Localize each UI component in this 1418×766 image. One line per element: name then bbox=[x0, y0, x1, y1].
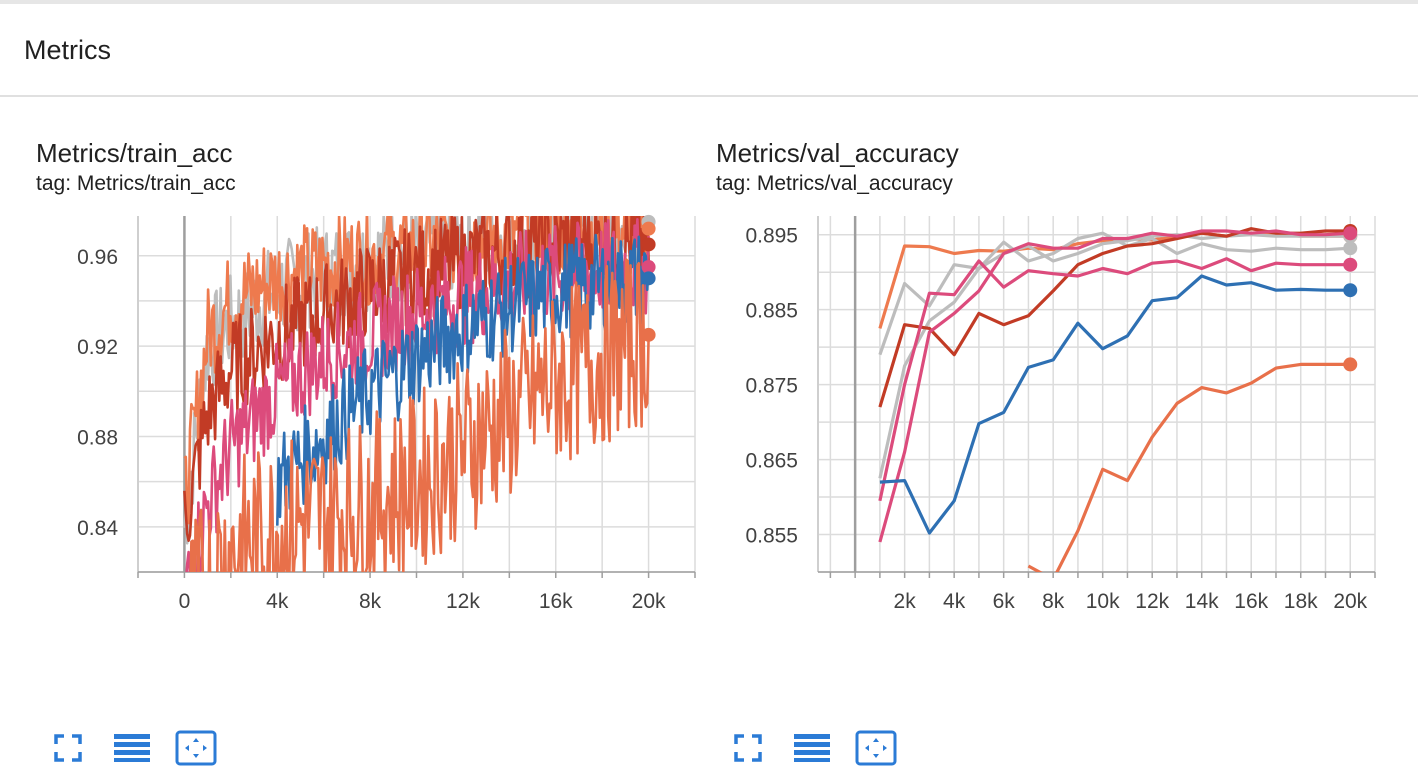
series-line bbox=[879, 274, 1351, 535]
y-tick-label: 0.92 bbox=[77, 336, 118, 359]
section-title: Metrics bbox=[24, 35, 111, 65]
x-tick-label: 8k bbox=[359, 590, 382, 613]
train-acc-line-chart[interactable]: 0 4k 8k 12k 16k 20k 0.84 0.88 0.92 0.96 bbox=[0, 206, 700, 616]
x-tick-label: 14k bbox=[1185, 590, 1219, 613]
data-lines-icon bbox=[114, 734, 150, 762]
end-markers bbox=[641, 214, 656, 342]
series-end-marker bbox=[1343, 226, 1358, 241]
data-lines-icon bbox=[794, 734, 830, 762]
fit-domain-button[interactable] bbox=[174, 730, 218, 766]
series-end-marker bbox=[641, 327, 656, 342]
top-rule bbox=[0, 0, 1418, 4]
x-tick-label: 20k bbox=[632, 590, 666, 613]
series-end-marker bbox=[641, 260, 656, 275]
fit-domain-button[interactable] bbox=[854, 730, 898, 766]
y-tick-label: 0.855 bbox=[745, 525, 798, 548]
y-tick-label: 0.865 bbox=[745, 450, 798, 473]
x-tick-label: 20k bbox=[1333, 590, 1367, 613]
chart-tag: tag: Metrics/val_accuracy bbox=[716, 172, 953, 195]
x-tick-label: 6k bbox=[993, 590, 1016, 613]
y-tick-label: 0.885 bbox=[745, 300, 798, 323]
x-tick-label: 12k bbox=[1135, 590, 1169, 613]
chart-title: Metrics/train_acc bbox=[36, 138, 233, 168]
chart-toolbar bbox=[46, 730, 236, 766]
val-accuracy-line-chart[interactable]: 2k 4k 6k 8k 10k 12k 14k 16k 18k 20k 0.855 0.865 0.87… bbox=[680, 206, 1380, 616]
x-tick-marks bbox=[137, 572, 696, 578]
x-tick-label: 16k bbox=[539, 590, 573, 613]
end-markers bbox=[1343, 223, 1358, 372]
toggle-data-lines-button[interactable] bbox=[110, 730, 154, 766]
series-end-marker bbox=[641, 221, 656, 236]
chart-card-val-accuracy: Metrics/val_accuracy tag: Metrics/val_ac… bbox=[680, 96, 1376, 766]
x-tick-label: 18k bbox=[1284, 590, 1318, 613]
fullscreen-icon bbox=[54, 734, 82, 762]
series-line bbox=[878, 229, 1351, 543]
y-tick-label: 0.84 bbox=[77, 517, 118, 540]
series-line bbox=[878, 257, 1351, 502]
x-tick-label: 8k bbox=[1042, 590, 1065, 613]
fullscreen-button[interactable] bbox=[46, 730, 90, 766]
series-end-marker bbox=[1343, 257, 1358, 272]
series-line bbox=[878, 233, 1351, 479]
series-line bbox=[183, 216, 650, 542]
y-tick-label: 0.895 bbox=[745, 225, 798, 248]
fullscreen-button[interactable] bbox=[726, 730, 770, 766]
fit-domain-icon bbox=[855, 730, 897, 766]
x-tick-label: 0 bbox=[179, 590, 191, 613]
y-tick-label: 0.88 bbox=[77, 426, 118, 449]
x-tick-label: 10k bbox=[1086, 590, 1120, 613]
series-end-marker bbox=[641, 271, 656, 286]
series-end-marker bbox=[1343, 357, 1358, 372]
chart-title: Metrics/val_accuracy bbox=[716, 138, 959, 168]
fullscreen-icon bbox=[734, 734, 762, 762]
x-tick-label: 4k bbox=[943, 590, 966, 613]
series-group bbox=[878, 227, 1351, 572]
series-end-marker bbox=[641, 237, 656, 252]
series-group bbox=[183, 216, 650, 572]
y-tick-label: 0.875 bbox=[745, 375, 798, 398]
x-tick-label: 4k bbox=[266, 590, 289, 613]
section-header: Metrics bbox=[0, 4, 1418, 97]
fit-domain-icon bbox=[175, 730, 217, 766]
chart-toolbar bbox=[726, 730, 916, 766]
series-end-marker bbox=[1343, 283, 1358, 298]
series-line bbox=[189, 258, 650, 572]
chart-tag: tag: Metrics/train_acc bbox=[36, 172, 236, 195]
x-tick-marks bbox=[829, 572, 1376, 578]
x-tick-label: 2k bbox=[894, 590, 917, 613]
y-tick-label: 0.96 bbox=[77, 246, 118, 269]
x-tick-label: 12k bbox=[446, 590, 480, 613]
toggle-data-lines-button[interactable] bbox=[790, 730, 834, 766]
chart-card-train-acc: Metrics/train_acc tag: Metrics/train_acc… bbox=[0, 96, 696, 766]
series-end-marker bbox=[1343, 241, 1358, 256]
series-line bbox=[1027, 362, 1351, 572]
x-tick-label: 16k bbox=[1234, 590, 1268, 613]
